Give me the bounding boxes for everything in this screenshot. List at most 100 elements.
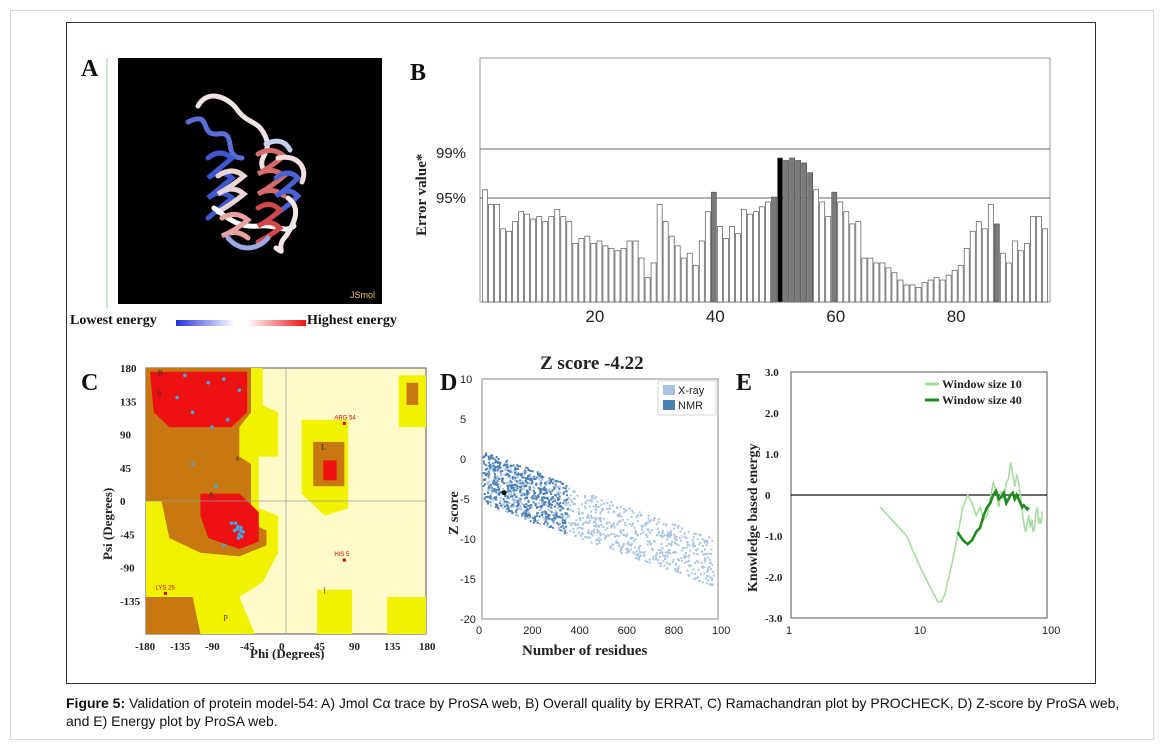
- errat-bar: [921, 282, 928, 303]
- xray-point: [599, 512, 602, 515]
- errat-bar: [807, 172, 814, 303]
- nmr-point: [497, 483, 500, 486]
- zscore-x-tick: 1000: [712, 625, 730, 637]
- xray-point: [538, 483, 541, 486]
- nmr-point: [563, 532, 566, 535]
- xray-point: [660, 542, 663, 545]
- xray-point: [561, 520, 564, 523]
- errat-bar: [596, 240, 603, 303]
- xray-point: [696, 577, 699, 580]
- errat-bar: [849, 223, 856, 303]
- nmr-point: [556, 502, 559, 505]
- xray-point: [661, 535, 664, 538]
- rama-x-tick: -180: [135, 641, 156, 653]
- nmr-point: [552, 496, 555, 499]
- xray-point: [576, 523, 579, 526]
- rama-residue-point: [233, 521, 238, 525]
- xray-point: [507, 510, 510, 513]
- xray-point: [667, 535, 670, 538]
- xray-point: [618, 535, 621, 538]
- nmr-point: [509, 495, 512, 498]
- xray-point: [646, 528, 649, 531]
- nmr-point: [492, 468, 495, 471]
- xray-point: [519, 504, 522, 507]
- xray-point: [556, 506, 559, 509]
- xray-point: [562, 515, 565, 518]
- xray-point: [652, 558, 655, 561]
- errat-bar: [825, 216, 832, 303]
- xray-point: [533, 487, 536, 490]
- errat-bar: [686, 252, 693, 303]
- xray-point: [486, 481, 489, 484]
- nmr-point: [537, 472, 540, 475]
- nmr-point: [524, 469, 527, 472]
- nmr-point: [527, 491, 530, 494]
- xray-point: [616, 505, 619, 508]
- nmr-point: [550, 506, 553, 509]
- xray-point: [602, 517, 605, 520]
- xray-point: [695, 549, 698, 552]
- xray-point: [528, 481, 531, 484]
- nmr-point: [559, 529, 562, 532]
- xray-point: [492, 499, 495, 502]
- xray-point: [590, 530, 593, 533]
- xray-point: [677, 543, 680, 546]
- nmr-point: [498, 493, 501, 496]
- xray-point: [684, 552, 687, 555]
- xray-point: [652, 519, 655, 522]
- xray-point: [603, 502, 606, 505]
- xray-point: [588, 521, 591, 524]
- xray-point: [634, 557, 637, 560]
- xray-point: [662, 560, 665, 563]
- xray-point: [638, 511, 641, 514]
- xray-point: [637, 546, 640, 549]
- energy-y-tick: -2.0: [765, 572, 783, 584]
- xray-point: [574, 523, 577, 526]
- xray-point: [620, 548, 623, 551]
- xray-point: [532, 485, 535, 488]
- nmr-point: [484, 483, 487, 486]
- nmr-point: [530, 482, 533, 485]
- nmr-point: [506, 501, 509, 504]
- nmr-point: [537, 494, 540, 497]
- xray-point: [657, 559, 660, 562]
- xray-point: [545, 497, 548, 500]
- panel-c-letter: C: [81, 370, 99, 396]
- nmr-point: [497, 486, 500, 489]
- xray-point: [708, 565, 711, 568]
- xray-point: [504, 466, 507, 469]
- xray-point: [498, 508, 501, 511]
- nmr-point: [495, 488, 498, 491]
- xray-point: [668, 533, 671, 536]
- xray-point: [638, 555, 641, 558]
- nmr-point: [497, 507, 500, 510]
- panel-e-letter: E: [736, 370, 753, 396]
- xray-point: [647, 529, 650, 532]
- errat-bar: [1030, 216, 1036, 303]
- xray-point: [633, 552, 636, 555]
- nmr-point: [544, 492, 547, 495]
- xray-point: [535, 503, 538, 506]
- nmr-point: [533, 493, 536, 496]
- nmr-point: [553, 487, 556, 490]
- xray-point: [700, 550, 703, 553]
- xray-point: [662, 554, 665, 557]
- xray-point: [506, 481, 509, 484]
- errat-bar: [620, 247, 627, 303]
- xray-point: [700, 561, 703, 564]
- xray-point: [648, 561, 651, 564]
- xray-point: [642, 524, 645, 527]
- xray-point: [513, 470, 516, 473]
- xray-point: [520, 508, 523, 511]
- xray-point: [555, 510, 558, 513]
- rama-x-tick: 0: [279, 641, 285, 653]
- xray-point: [672, 551, 675, 554]
- errat-bar: [891, 272, 898, 303]
- xray-point: [610, 525, 613, 528]
- xray-point: [501, 507, 504, 510]
- xray-point: [508, 492, 511, 495]
- xray-point: [599, 534, 602, 537]
- xray-point: [590, 516, 593, 519]
- nmr-point: [517, 472, 520, 475]
- panel-d-zscore: Z score -4.22 0 200 400 600 800 1000 10 5 0 -5 -10…: [447, 353, 730, 659]
